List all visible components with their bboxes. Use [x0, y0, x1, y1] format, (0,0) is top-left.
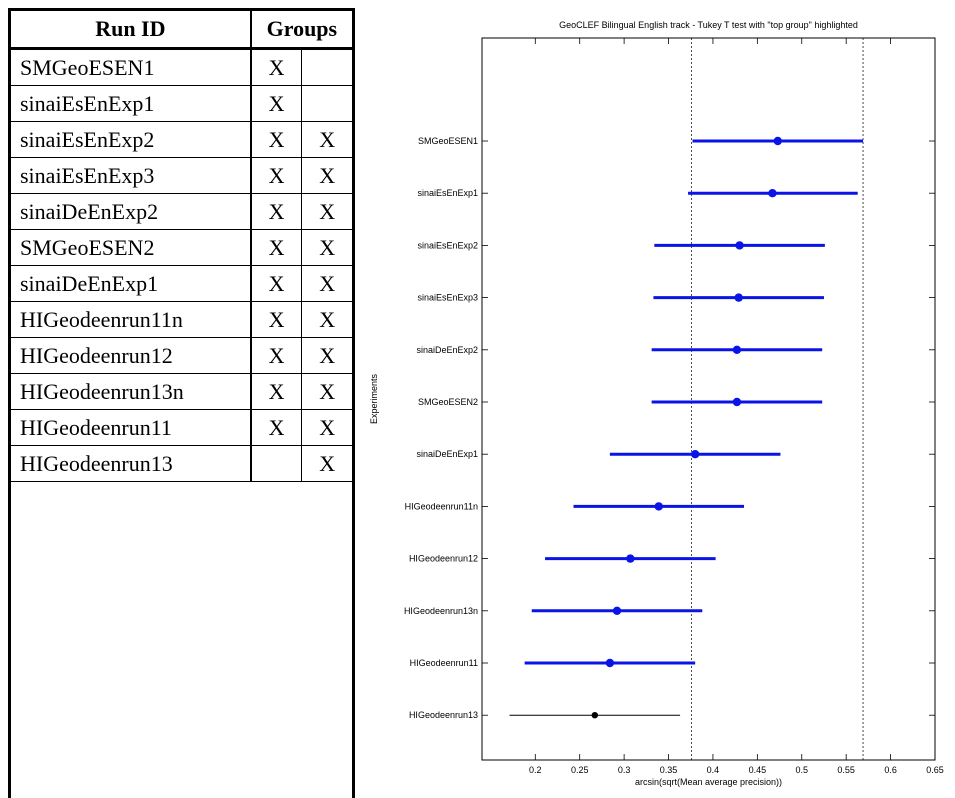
table-row: HIGeodeenrun12 X X — [11, 337, 352, 374]
run-id-cell: sinaiDeEnExp2 — [11, 193, 252, 230]
group-1-cell: X — [250, 157, 302, 194]
group-1-cell: X — [250, 85, 302, 122]
mean-point — [734, 293, 743, 302]
x-axis-label: arcsin(sqrt(Mean average precision)) — [635, 777, 782, 787]
y-tick-label: HIGeodeenrun11 — [410, 658, 478, 668]
x-tick-label: 0.55 — [837, 765, 855, 775]
run-id-cell: HIGeodeenrun13 — [11, 445, 252, 482]
y-tick-label: SMGeoESEN1 — [418, 136, 478, 146]
table-row: HIGeodeenrun11n X X — [11, 301, 352, 338]
mean-point — [768, 189, 777, 198]
group-2-cell: X — [301, 121, 352, 158]
x-tick-label: 0.3 — [618, 765, 631, 775]
group-1-cell — [250, 445, 302, 482]
x-tick-label: 0.2 — [529, 765, 542, 775]
mean-point — [732, 397, 742, 407]
x-tick-label: 0.4 — [707, 765, 720, 775]
group-2-cell: X — [301, 373, 352, 410]
table-header-row: Run ID Groups — [11, 11, 352, 50]
run-id-cell: sinaiEsEnExp3 — [11, 157, 252, 194]
run-id-cell: HIGeodeenrun11n — [11, 301, 252, 338]
group-2-cell — [301, 48, 352, 86]
group-2-cell: X — [301, 193, 352, 230]
groups-header: Groups — [250, 11, 352, 50]
mean-point — [735, 241, 744, 250]
mean-point — [690, 450, 700, 459]
mean-point — [591, 712, 599, 719]
group-1-cell: X — [250, 409, 302, 446]
y-tick-label: HIGeodeenrun13n — [404, 606, 478, 616]
y-tick-label: sinaiEsEnExp1 — [417, 188, 478, 198]
table-row: HIGeodeenrun11 X X — [11, 409, 352, 446]
group-2-cell: X — [301, 409, 352, 446]
table-row: sinaiEsEnExp1 X — [11, 85, 352, 122]
group-2-cell: X — [301, 265, 352, 302]
group-1-cell: X — [250, 48, 302, 86]
y-tick-label: sinaiEsEnExp3 — [417, 293, 478, 303]
group-1-cell: X — [250, 121, 302, 158]
y-tick-label: sinaiDeEnExp1 — [416, 449, 478, 459]
mean-point — [732, 345, 742, 354]
group-1-cell: X — [250, 373, 302, 410]
group-1-cell: X — [250, 337, 302, 374]
x-tick-label: 0.5 — [796, 765, 809, 775]
run-id-cell: HIGeodeenrun11 — [11, 409, 252, 446]
y-tick-label: sinaiEsEnExp2 — [417, 240, 478, 250]
group-2-cell: X — [301, 229, 352, 266]
y-tick-label: SMGeoESEN2 — [418, 397, 478, 407]
group-2-cell: X — [301, 337, 352, 374]
run-id-cell: sinaiEsEnExp2 — [11, 121, 252, 158]
table-row: HIGeodeenrun13n X X — [11, 373, 352, 410]
run-id-header: Run ID — [11, 11, 252, 50]
y-tick-label: HIGeodeenrun12 — [409, 554, 478, 564]
group-1-cell: X — [250, 229, 302, 266]
table-row: sinaiEsEnExp3 X X — [11, 157, 352, 194]
tukey-chart: GeoCLEF Bilingual English track - Tukey … — [369, 20, 944, 787]
y-tick-label: HIGeodeenrun13 — [409, 710, 478, 720]
mean-point — [654, 502, 663, 511]
run-id-cell: HIGeodeenrun13n — [11, 373, 252, 410]
y-axis-label: Experiments — [369, 373, 379, 424]
x-tick-label: 0.35 — [660, 765, 678, 775]
mean-point — [626, 554, 635, 563]
group-1-cell: X — [250, 301, 302, 338]
table-row: sinaiEsEnExp2 X X — [11, 121, 352, 158]
table-row: SMGeoESEN2 X X — [11, 229, 352, 266]
run-id-cell: sinaiDeEnExp1 — [11, 265, 252, 302]
group-2-cell: X — [301, 445, 352, 482]
run-id-cell: HIGeodeenrun12 — [11, 337, 252, 374]
group-2-cell: X — [301, 301, 352, 338]
table-row: SMGeoESEN1 X — [11, 48, 352, 86]
y-tick-label: HIGeodeenrun11n — [405, 501, 478, 511]
run-id-cell: SMGeoESEN2 — [11, 229, 252, 266]
x-tick-label: 0.6 — [884, 765, 897, 775]
x-tick-label: 0.65 — [926, 765, 944, 775]
mean-point — [612, 606, 622, 615]
table-row: sinaiDeEnExp1 X X — [11, 265, 352, 302]
group-2-cell — [301, 85, 352, 122]
mean-point — [773, 136, 782, 146]
table-row: sinaiDeEnExp2 X X — [11, 193, 352, 230]
y-tick-label: sinaiDeEnExp2 — [416, 345, 478, 355]
group-1-cell: X — [250, 193, 302, 230]
x-tick-label: 0.45 — [749, 765, 767, 775]
group-2-cell: X — [301, 157, 352, 194]
x-tick-label: 0.25 — [571, 765, 589, 775]
table-row: HIGeodeenrun13 X — [11, 445, 352, 482]
mean-point — [605, 658, 615, 668]
run-id-cell: sinaiEsEnExp1 — [11, 85, 252, 122]
chart-title: GeoCLEF Bilingual English track - Tukey … — [559, 20, 858, 30]
run-id-cell: SMGeoESEN1 — [11, 48, 252, 86]
group-1-cell: X — [250, 265, 302, 302]
plot-frame — [481, 37, 936, 761]
